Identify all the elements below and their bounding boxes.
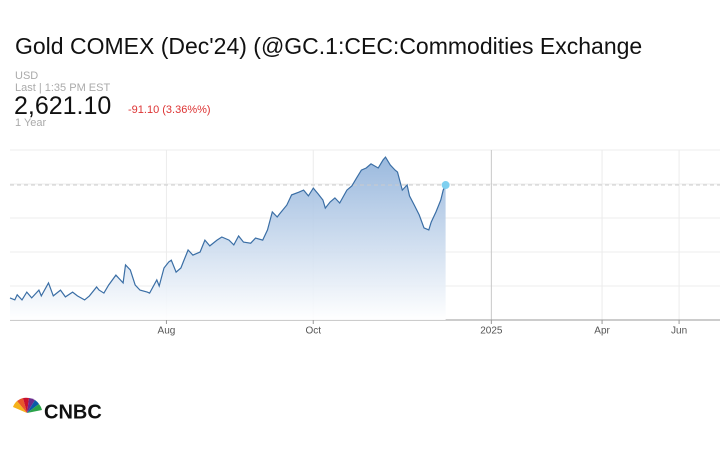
title: Gold COMEX (Dec'24) (@GC.1:CEC:Commoditi…	[15, 33, 643, 59]
price: 2,621.10	[14, 92, 112, 120]
line	[9, 156, 447, 301]
x-tick-label: Jun	[671, 326, 687, 337]
logo: CNBC	[13, 397, 102, 423]
logo-text: CNBC	[44, 401, 102, 423]
x-tick-label: Aug	[158, 326, 176, 337]
area	[10, 157, 446, 320]
last-point	[441, 181, 450, 190]
change: -91.10 (3.36%%)	[128, 104, 211, 116]
range: 1 Year	[15, 117, 47, 129]
last-time: Last | 1:35 PM EST	[15, 82, 111, 94]
x-tick-label: Apr	[594, 326, 610, 337]
x-tick-label: 2025	[480, 326, 503, 337]
x-tick-label: Oct	[305, 326, 321, 337]
currency: USD	[15, 70, 39, 82]
